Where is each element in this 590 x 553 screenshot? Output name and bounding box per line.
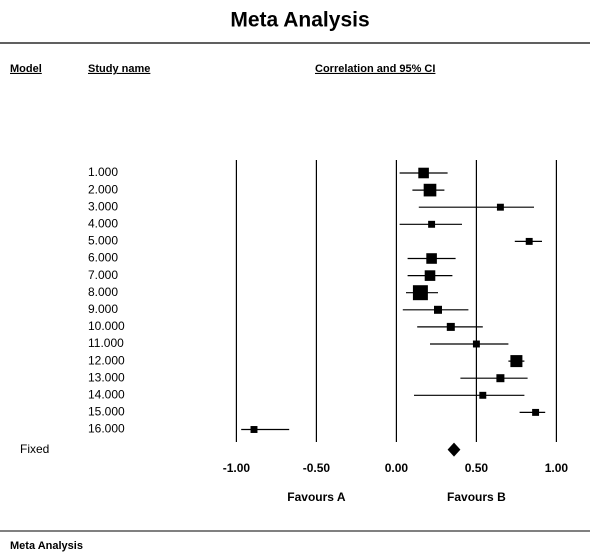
study-name: 6.000 xyxy=(88,251,118,265)
study-marker xyxy=(428,220,436,228)
summary-diamond xyxy=(447,442,461,457)
study-marker xyxy=(426,253,437,264)
x-tick-label: 0.50 xyxy=(465,461,489,475)
study-name: 5.000 xyxy=(88,234,118,248)
study-name: 15.000 xyxy=(88,405,125,419)
study-marker xyxy=(250,426,258,433)
study-marker xyxy=(496,374,505,383)
study-name: 13.000 xyxy=(88,370,125,384)
column-header: Model xyxy=(10,63,42,75)
column-header: Study name xyxy=(88,63,150,75)
study-name: 8.000 xyxy=(88,285,118,299)
chart-title: Meta Analysis xyxy=(230,9,369,32)
study-marker xyxy=(510,355,523,368)
study-marker xyxy=(496,203,504,211)
study-name: 12.000 xyxy=(88,353,125,367)
study-marker xyxy=(525,237,533,245)
study-marker xyxy=(423,183,437,197)
footer: Meta Analysis xyxy=(10,540,83,552)
study-marker xyxy=(434,305,442,314)
study-name: 2.000 xyxy=(88,182,118,196)
x-tick-label: -0.50 xyxy=(303,461,331,475)
study-name: 14.000 xyxy=(88,387,125,401)
study-name: 10.000 xyxy=(88,319,125,333)
favours-label: Favours A xyxy=(287,490,346,504)
study-name: 4.000 xyxy=(88,216,118,230)
study-name: 16.000 xyxy=(88,422,125,436)
study-name: 11.000 xyxy=(88,336,124,350)
column-header: Correlation and 95% CI xyxy=(315,63,435,75)
study-marker xyxy=(424,270,436,281)
study-marker xyxy=(446,322,455,331)
study-name: 9.000 xyxy=(88,302,118,316)
x-tick-label: 0.00 xyxy=(385,461,409,475)
study-marker xyxy=(412,285,428,301)
x-tick-label: 1.00 xyxy=(545,461,569,475)
study-marker xyxy=(479,391,487,399)
study-marker xyxy=(532,408,540,416)
study-marker xyxy=(418,167,429,179)
study-marker xyxy=(472,340,480,348)
study-name: 3.000 xyxy=(88,199,118,213)
favours-label: Favours B xyxy=(447,490,506,504)
study-name: 1.000 xyxy=(88,165,118,179)
study-name: 7.000 xyxy=(88,268,118,282)
x-tick-label: -1.00 xyxy=(223,461,251,475)
summary-label: Fixed xyxy=(20,442,49,456)
